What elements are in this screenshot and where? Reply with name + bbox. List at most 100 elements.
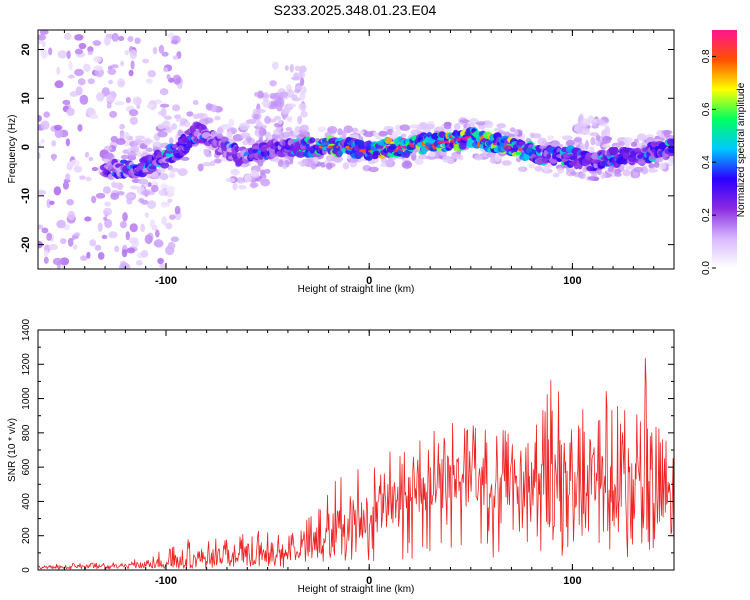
heatmap-cell [130,60,135,70]
heatmap-cell [203,117,214,124]
heatmap-cell [584,140,589,150]
chart-title: S233.2025.348.01.23.E04 [273,2,437,18]
heatmap-cell [133,138,143,146]
snr-x-axis-label: Height of straight line (km) [298,584,415,595]
heatmap-cell [161,51,169,57]
heatmap-cell [157,257,164,265]
heatmap-cell [602,143,611,148]
heatmap-cell [41,227,49,234]
spectrogram-x-tick-label: -100 [155,275,177,287]
heatmap-cell [115,138,126,145]
heatmap-cell [590,136,596,146]
heatmap-cell [107,68,117,75]
heatmap-cell [216,126,224,135]
heatmap-cell [453,123,461,130]
heatmap-cell [196,112,204,119]
heatmap-cell [153,239,164,248]
heatmap-cell [119,123,126,130]
heatmap-cell [294,88,301,94]
heatmap-cell [496,123,507,129]
heatmap-cell [225,177,236,183]
heatmap-cell [160,201,168,208]
heatmap-cell [298,70,303,80]
heatmap-cell [170,236,179,243]
heatmap-cell [342,162,350,170]
heatmap-cell [284,65,289,71]
heatmap-cell [159,263,168,269]
colorbar-label: Normalized spectral amplitude [736,82,747,217]
heatmap-cell [91,195,97,204]
heatmap-cell [137,178,149,185]
heatmap-cell [232,182,238,191]
heatmap-cell [109,110,118,118]
heatmap-cell [65,138,71,147]
colorbar-gradient [712,30,737,268]
heatmap-cell [62,99,71,106]
heatmap-cell [528,164,535,169]
heatmap-cell [551,140,559,147]
heatmap-cell [85,176,92,182]
heatmap-cell [636,133,647,141]
heatmap-cell [484,120,494,129]
heatmap-cell [101,234,108,240]
heatmap-cell [205,102,213,111]
heatmap-cell [164,115,173,120]
heatmap-cell [177,168,188,177]
heatmap-cell [148,165,157,170]
heatmap-cell [565,139,575,147]
heatmap-cell [301,159,308,166]
heatmap-cell [475,121,487,126]
heatmap-cell [169,167,180,173]
heatmap-cell [66,50,71,60]
heatmap-cell [249,182,259,188]
heatmap-cell [120,60,125,67]
heatmap-cell [40,120,50,130]
heatmap-cell [152,46,158,55]
heatmap-cell [75,86,83,96]
heatmap-cell [623,136,634,145]
heatmap-cell [310,162,317,170]
heatmap-cell [96,92,105,102]
heatmap-cell [104,218,113,229]
heatmap-cell [145,78,153,84]
heatmap-cell [114,245,120,253]
heatmap-cell [653,161,660,168]
heatmap-cell [80,255,88,262]
heatmap-cell [570,171,577,176]
heatmap-cell [294,65,301,72]
heatmap-cell [174,78,181,84]
heatmap-cell [38,115,42,122]
heatmap-cell [175,117,186,123]
heatmap-cell [147,200,157,209]
heatmap-cell [573,124,582,131]
heatmap-cell [579,172,586,180]
heatmap-cell [459,119,470,124]
heatmap-cell [123,131,130,140]
heatmap-cell [93,65,104,71]
heatmap-cell [597,118,605,125]
heatmap-cell [579,143,586,150]
heatmap-cell [172,55,179,60]
heatmap-cell [451,153,462,160]
heatmap-cell [124,194,135,199]
heatmap-cell [83,63,91,72]
heatmap-cell [657,162,667,170]
heatmap-cell [129,223,138,233]
heatmap-cell [136,104,141,110]
heatmap-cell [140,249,149,258]
heatmap-cell [77,78,86,86]
heatmap-cell [609,147,620,155]
heatmap-cell [622,169,631,177]
heatmap-cell [249,169,259,177]
heatmap-cell [134,37,141,45]
heatmap-cell [588,146,595,155]
heatmap-cell [168,172,176,179]
heatmap-cell [534,165,543,172]
heatmap-cell [167,198,173,203]
heatmap-cell [244,174,252,183]
heatmap-cell [580,127,591,135]
heatmap-cell [458,142,467,150]
heatmap-cell [125,97,131,104]
heatmap-cell [414,158,424,165]
